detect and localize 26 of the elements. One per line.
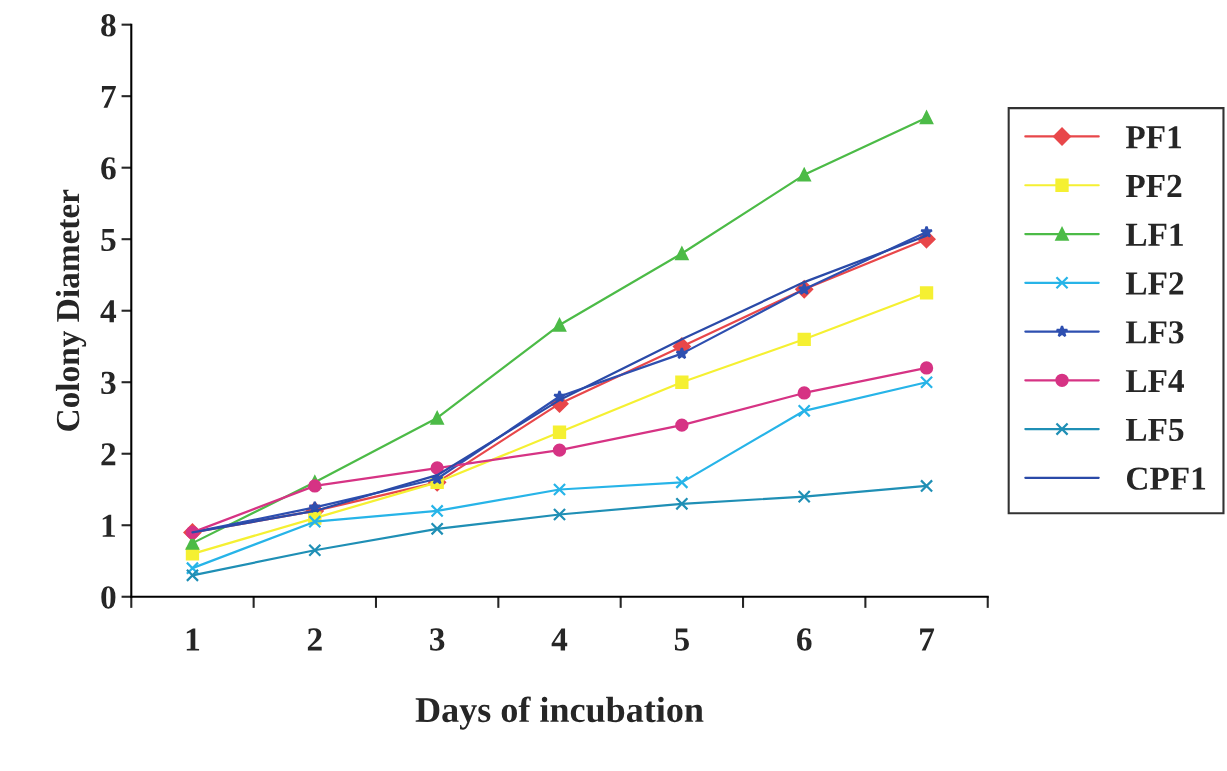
legend-label: LF3: [1125, 321, 1184, 344]
x-axis-title: Days of incubation: [415, 696, 704, 730]
x-tick-label: 1: [186, 628, 200, 651]
x-tick-label: 6: [797, 628, 812, 651]
y-tick-label: 3: [101, 371, 116, 395]
legend-label: CPF1: [1126, 467, 1206, 490]
x-tick-label: 5: [674, 628, 689, 651]
legend-label: LF4: [1125, 370, 1184, 392]
y-tick-label: 2: [101, 443, 116, 466]
legend-label: PF1: [1125, 126, 1182, 149]
legend-label: LF1: [1125, 223, 1183, 246]
y-tick-label: 0: [101, 586, 116, 609]
y-tick-label: 7: [101, 85, 116, 108]
y-tick-label: 1: [102, 514, 115, 537]
y-axis-title: Colony Diameter: [55, 189, 87, 431]
y-tick-label: 5: [101, 228, 116, 252]
legend-label: LF5: [1125, 418, 1184, 442]
legend-label: LF2: [1125, 272, 1184, 295]
y-tick-label: 6: [101, 157, 116, 180]
x-tick-label: 3: [430, 628, 445, 651]
legend-label: PF2: [1125, 174, 1182, 197]
x-tick-label: 7: [920, 628, 935, 651]
y-tick-label: 8: [101, 14, 116, 37]
y-tick-label: 4: [100, 300, 117, 323]
x-tick-label: 2: [307, 628, 322, 651]
x-tick-label: 4: [551, 628, 568, 651]
